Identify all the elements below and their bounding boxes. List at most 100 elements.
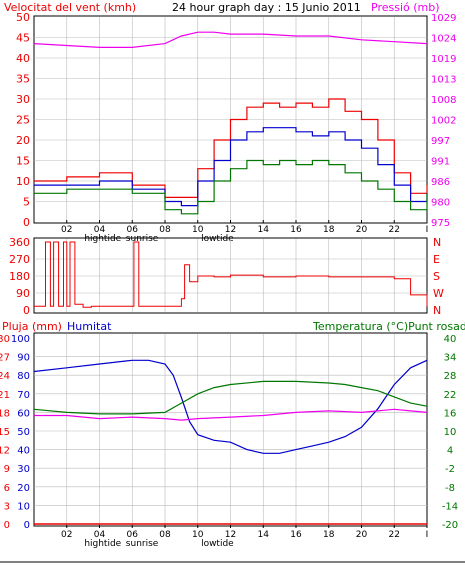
x-tick-label: 12 (225, 225, 236, 235)
pressure-tick-label: 1024 (431, 34, 456, 45)
temperature-tick-label: -20 (442, 520, 458, 531)
x-tick-label: 14 (258, 225, 270, 235)
event-label-hightide: hightide (84, 234, 121, 244)
pressure-tick-label: 997 (431, 136, 450, 147)
rain-tick-label: 3 (4, 501, 10, 512)
pressure-tick-label: 986 (431, 177, 450, 188)
pressure-tick-label: 1002 (431, 116, 456, 127)
series-line-temperature (33, 380, 428, 415)
rain-tick-label: 18 (0, 408, 10, 419)
rain-tick-label: 6 (4, 483, 10, 494)
x-tick-label: 08 (159, 225, 171, 235)
x-tick-label: 08 (159, 530, 171, 540)
humidity-tick-label: 50 (17, 427, 30, 438)
rain-tick-label: 27 (0, 353, 10, 364)
wind-tick-label: 40 (16, 52, 30, 65)
temperature-tick-label: -14 (442, 501, 458, 512)
x-tick-label: 02 (61, 530, 72, 540)
x-tick-label: I (426, 225, 429, 235)
event-label-hightide: hightide (84, 539, 121, 549)
humidity-tick-label: 70 (17, 390, 30, 401)
wind-speed-title: Velocitat del vent (kmh) (4, 1, 136, 14)
temperature-tick-label: 22 (444, 390, 457, 401)
humidity-tick-label: 80 (17, 371, 30, 382)
chart-title: 24 hour graph day : 15 Junio 2011 (172, 1, 361, 14)
humidity-tick-label: 20 (17, 483, 30, 494)
temperature-tick-label: 28 (444, 371, 457, 382)
pressure-tick-label: 1019 (431, 54, 456, 65)
series-line-wind (34, 159, 428, 215)
panel-direction-frame (33, 237, 428, 314)
x-tick-label: 04 (94, 225, 106, 235)
temperature-tick-label: 34 (444, 353, 457, 364)
x-tick-label: 18 (323, 225, 335, 235)
x-tick-label: 20 (356, 530, 368, 540)
wind-tick-label: 45 (16, 32, 30, 45)
series-line-pressure (33, 31, 428, 48)
direction-tick-label: 0 (23, 304, 30, 317)
direction-tick-label: 180 (9, 270, 30, 283)
event-label-sunrise: sunrise (126, 539, 159, 549)
pressure-tick-label: 1013 (431, 75, 456, 86)
compass-tick-label: W (433, 287, 444, 300)
rain-tick-label: 12 (0, 446, 10, 457)
x-tick-label: 06 (127, 225, 139, 235)
event-label-sunrise: sunrise (126, 234, 159, 244)
pressure-tick-label: 1008 (431, 95, 456, 106)
direction-tick-label: 90 (16, 287, 30, 300)
humidity-tick-label: 30 (17, 464, 30, 475)
x-tick-label: 10 (192, 225, 204, 235)
x-tick-label: 16 (290, 225, 302, 235)
temperature-tick-label: 4 (447, 446, 453, 457)
x-tick-label: 06 (127, 530, 139, 540)
wind-tick-label: 20 (16, 134, 30, 147)
humidity-tick-label: 0 (24, 520, 30, 531)
x-tick-label: 18 (323, 530, 335, 540)
temperature-tick-label: 40 (444, 334, 457, 345)
compass-tick-label: S (433, 270, 440, 283)
x-tick-label: 16 (290, 530, 302, 540)
temperature-tick-label: 16 (444, 408, 457, 419)
x-tick-label: 12 (225, 530, 236, 540)
x-tick-label: 02 (61, 225, 72, 235)
wind-tick-label: 25 (16, 114, 30, 127)
rain-tick-label: 30 (0, 334, 10, 345)
humidity-axis-title: Humitat (67, 320, 112, 333)
rain-tick-label: 9 (4, 464, 10, 475)
wind-tick-label: 15 (16, 155, 30, 168)
pressure-tick-label: 975 (431, 218, 450, 229)
pressure-tick-label: 1029 (431, 13, 456, 24)
temperature-tick-label: 10 (444, 427, 457, 438)
rain-tick-label: 15 (0, 427, 10, 438)
x-tick-label: 14 (258, 530, 270, 540)
temperature-tick-label: -2 (445, 464, 455, 475)
rain-tick-label: 21 (0, 390, 10, 401)
wind-tick-label: 10 (16, 175, 30, 188)
humidity-tick-label: 100 (11, 334, 30, 345)
direction-tick-label: 360 (9, 236, 30, 249)
pressure-tick-label: 980 (431, 198, 450, 209)
temperature-tick-label: -8 (445, 483, 455, 494)
humidity-tick-label: 40 (17, 446, 30, 457)
pressure-title: Pressió (mb) (371, 1, 440, 14)
x-tick-label: I (426, 530, 429, 540)
event-label-lowtide: lowtide (201, 539, 234, 549)
x-tick-label: 20 (356, 225, 368, 235)
direction-tick-label: 270 (9, 253, 30, 266)
pressure-tick-label: 991 (431, 157, 450, 168)
series-line-gust (34, 98, 428, 198)
rain-axis-title: Pluja (mm) (2, 320, 62, 333)
x-tick-label: 10 (192, 530, 204, 540)
compass-tick-label: N (433, 236, 441, 249)
chart-marks: 0510152025303540455097598098699199710021… (0, 11, 458, 549)
x-tick-label: 22 (389, 225, 400, 235)
series-line-dew-point (34, 408, 428, 421)
wind-tick-label: 30 (16, 93, 30, 106)
humidity-tick-label: 90 (17, 353, 30, 364)
x-tick-label: 04 (94, 530, 106, 540)
event-label-lowtide: lowtide (201, 234, 234, 244)
compass-tick-label: N (433, 304, 441, 317)
temperature-axis-title: Temperatura (°C)Punt rosada (312, 320, 465, 333)
series-line-humidity (33, 359, 428, 454)
